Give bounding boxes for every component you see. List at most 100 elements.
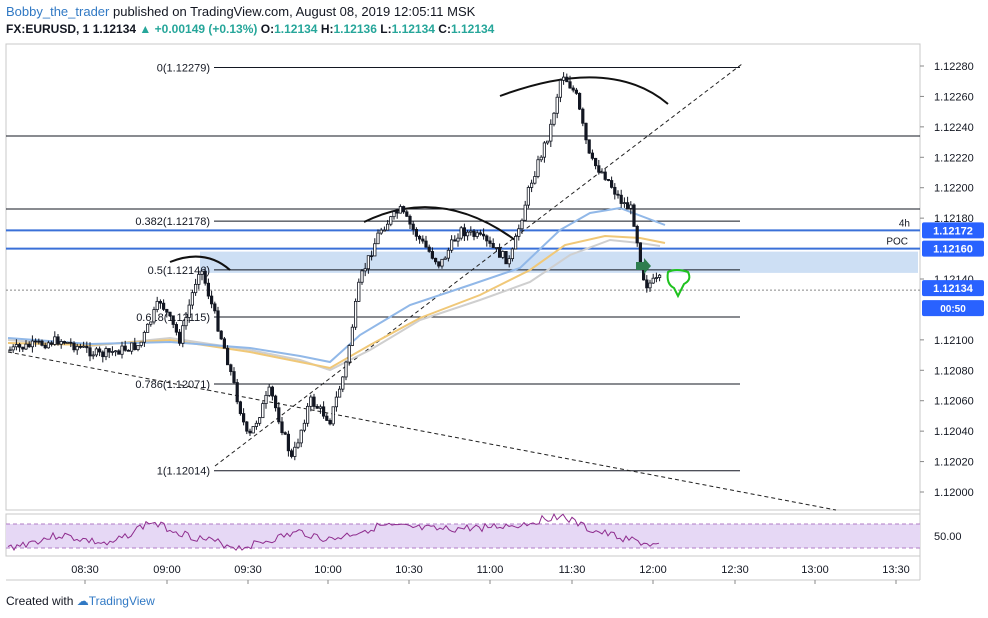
candle-body — [107, 348, 111, 353]
candle-body — [638, 242, 643, 264]
candle-body — [43, 344, 47, 349]
candle-body — [341, 376, 345, 390]
rsi-line — [7, 512, 660, 551]
candle-body — [158, 300, 162, 304]
arc-middle — [363, 206, 516, 241]
candle-body — [27, 343, 31, 348]
candle-body — [104, 348, 108, 358]
candle-body — [606, 179, 611, 181]
candle-body — [411, 223, 415, 230]
candle-body — [315, 406, 319, 409]
candle-body — [619, 194, 623, 204]
candle-body — [382, 229, 387, 232]
candle-body — [161, 302, 166, 310]
candle-body — [293, 446, 297, 457]
candle-body — [385, 223, 390, 231]
candle-body — [193, 283, 198, 294]
x-tick-label: 11:30 — [559, 564, 586, 576]
candle-body — [459, 227, 463, 239]
candle-body — [37, 340, 41, 343]
candle-body — [405, 211, 409, 217]
candle-body — [430, 251, 435, 259]
candle-body — [155, 300, 159, 310]
candle-body — [238, 401, 242, 414]
candle-body — [555, 96, 559, 114]
candle-body — [494, 247, 499, 249]
candle-body — [254, 422, 258, 427]
candle-body — [645, 279, 649, 289]
candle-body — [302, 422, 307, 431]
fib-level-label: 1(1.12014) — [157, 466, 210, 478]
candle-body — [101, 351, 105, 358]
candle-body — [648, 282, 652, 289]
y-tick-label: 1.12040 — [934, 426, 974, 438]
candle-body — [241, 413, 246, 423]
y-tick-label: 1.12220 — [934, 152, 974, 164]
candle-body — [568, 81, 572, 89]
candle-body — [289, 450, 294, 457]
low-value: 1.12134 — [391, 22, 435, 36]
candle-body — [658, 274, 662, 278]
candle-body — [443, 257, 447, 260]
rsi-value-label: 50.00 — [934, 531, 962, 543]
candle-body — [296, 442, 300, 448]
candle-body — [526, 187, 531, 206]
price-badge-label: 1.12160 — [933, 244, 973, 256]
candle-body — [94, 348, 98, 356]
candle-body — [267, 386, 271, 396]
candle-body — [24, 343, 28, 350]
candle-body — [453, 239, 457, 242]
price-badge-label: 1.12172 — [933, 225, 973, 237]
open-value: 1.12134 — [274, 22, 318, 36]
author-link[interactable]: Bobby_the_trader — [6, 4, 110, 19]
countdown-badge — [922, 300, 984, 317]
candle-body — [152, 309, 156, 323]
candle-body — [395, 211, 399, 214]
candle-body — [337, 388, 342, 398]
candle-body — [62, 341, 67, 344]
candle-body — [366, 255, 371, 270]
candle-body — [456, 237, 460, 242]
price-annotation-label: POC — [886, 237, 908, 248]
candle-body — [616, 193, 620, 196]
candle-body — [331, 406, 335, 425]
tradingview-logo-icon: ☁ — [76, 594, 89, 608]
candle-body — [449, 239, 454, 251]
tradingview-link[interactable]: TradingView — [88, 594, 155, 608]
candle-body — [549, 123, 553, 142]
symbol-line: FX:EURUSD, 1 1.12134 ▲ +0.00149 (+0.13%)… — [6, 22, 494, 36]
candle-body — [488, 240, 492, 244]
candle-body — [578, 92, 582, 110]
y-tick-label: 1.12080 — [934, 365, 974, 377]
candle-body — [21, 346, 25, 350]
candle-body — [469, 230, 473, 233]
price-annotation-label: 00:50 — [940, 304, 966, 315]
candle-body — [50, 342, 54, 345]
x-tick-label: 10:00 — [314, 564, 342, 576]
candle-body — [389, 216, 393, 225]
candle-body — [235, 382, 239, 403]
candle-body — [82, 345, 86, 348]
candle-body — [510, 248, 515, 260]
arc-head — [499, 76, 669, 105]
trend-line-rising — [214, 63, 743, 467]
candle-body — [46, 342, 51, 349]
candle-body — [398, 206, 403, 214]
price-badge — [922, 280, 984, 297]
candle-body — [34, 340, 38, 343]
candle-body — [53, 336, 57, 345]
candle-body — [414, 229, 419, 237]
candle-body — [360, 270, 364, 283]
candle-body — [533, 176, 537, 184]
candle-body — [273, 395, 278, 409]
up-arrow-icon: ▲ — [139, 22, 152, 36]
candle-body — [433, 257, 438, 263]
candle-body — [261, 403, 265, 419]
candle-body — [379, 229, 383, 234]
candle-body — [530, 182, 534, 188]
candle-body — [613, 186, 617, 195]
candle-body — [30, 340, 35, 348]
x-tick-label: 10:30 — [395, 564, 423, 576]
symbol-label: FX:EURUSD, 1 — [6, 22, 90, 36]
